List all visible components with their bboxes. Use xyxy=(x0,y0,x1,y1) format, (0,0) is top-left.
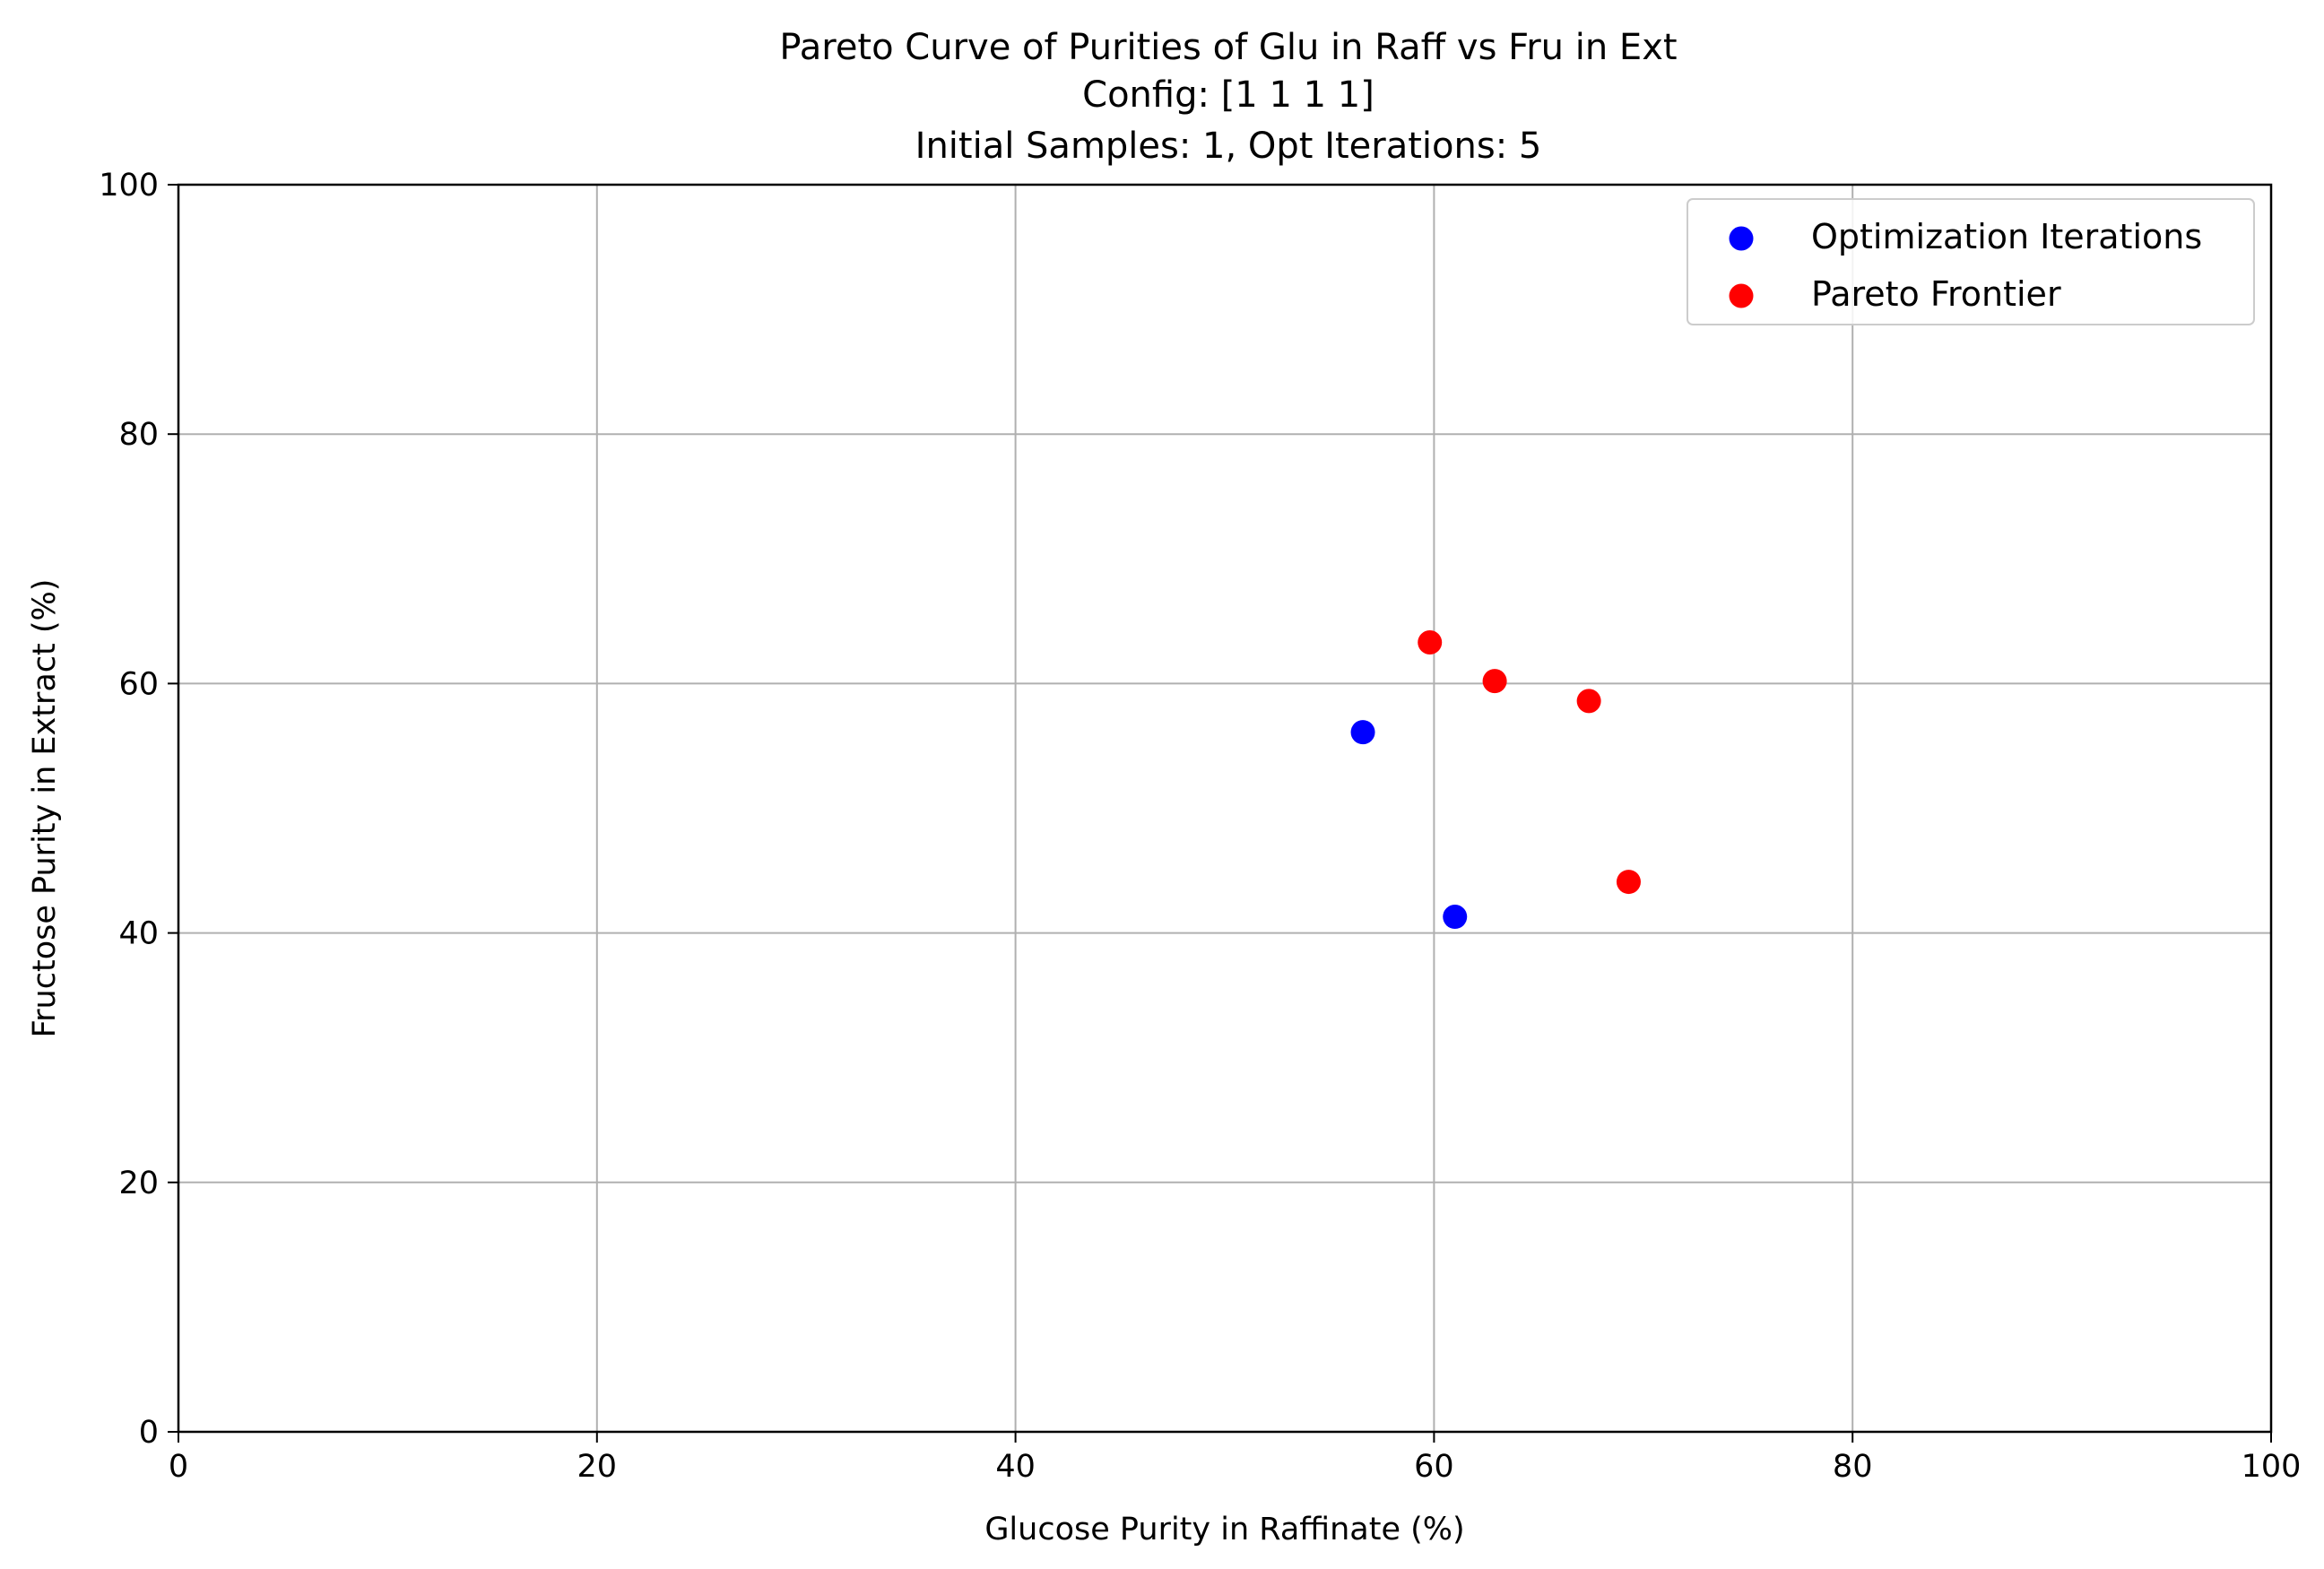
chart-title-line-2: Config: [1 1 1 1] xyxy=(1082,74,1374,116)
legend-box xyxy=(1687,198,2255,325)
legend-label: Optimization Iterations xyxy=(1811,217,2202,256)
chart-title: Pareto Curve of Purities of Glu in Raff … xyxy=(779,27,1677,167)
y-tick-label: 20 xyxy=(118,1166,159,1201)
scatter-point-pareto xyxy=(1482,669,1507,694)
x-tick-label: 100 xyxy=(2242,1449,2302,1485)
legend-label: Pareto Frontier xyxy=(1811,274,2061,314)
chart-title-line-1: Pareto Curve of Purities of Glu in Raff … xyxy=(779,27,1677,68)
x-tick-label: 60 xyxy=(1414,1449,1454,1485)
y-tick-label: 40 xyxy=(118,916,159,952)
y-tick-label: 60 xyxy=(118,666,159,702)
y-axis-label: Fructose Purity in Extract (%) xyxy=(27,579,63,1038)
x-tick-label: 0 xyxy=(169,1449,188,1485)
x-tick-label: 20 xyxy=(577,1449,618,1485)
chart-title-line-3: Initial Samples: 1, Opt Iterations: 5 xyxy=(915,126,1542,167)
legend: Optimization Iterations Pareto Frontier xyxy=(1687,198,2255,325)
legend-marker xyxy=(1729,283,1754,308)
x-tick-label: 40 xyxy=(995,1449,1036,1485)
x-tick-label: 80 xyxy=(1833,1449,1873,1485)
scatter-point-optimization xyxy=(1350,720,1375,745)
axis-ticks: 0 20 40 60 80 100 0 20 40 60 80 100 xyxy=(99,168,2301,1485)
x-axis-label: Glucose Purity in Raffinate (%) xyxy=(984,1512,1464,1547)
y-tick-label: 100 xyxy=(99,168,159,204)
scatter-point-pareto xyxy=(1418,629,1443,654)
scatter-point-optimization xyxy=(1443,905,1468,930)
plot-area-frame xyxy=(177,183,2273,1434)
legend-marker xyxy=(1729,226,1754,251)
data-points xyxy=(1350,629,1641,930)
scatter-point-pareto xyxy=(1616,870,1641,895)
scatter-point-pareto xyxy=(1576,689,1601,714)
y-tick-label: 0 xyxy=(139,1415,159,1451)
y-tick-label: 80 xyxy=(118,417,159,453)
